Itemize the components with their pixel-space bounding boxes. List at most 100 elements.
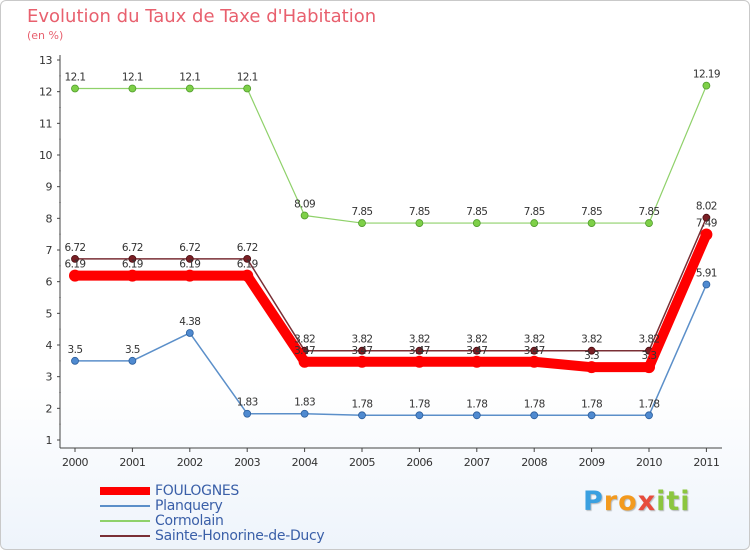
data-label-foulognes: 3.3 [642, 350, 657, 362]
y-tick-label: 12 [39, 86, 52, 99]
data-label-planquery: 1.78 [524, 398, 545, 410]
y-tick-label: 7 [46, 244, 53, 257]
data-label-sainte-honorine-de-ducy: 6.72 [237, 242, 258, 254]
x-tick-label: 2002 [177, 456, 203, 469]
data-point-sainte-honorine-de-ducy [185, 254, 194, 263]
data-label-sainte-honorine-de-ducy: 3.82 [639, 334, 660, 346]
data-label-sainte-honorine-de-ducy: 3.82 [524, 334, 545, 346]
data-label-planquery: 1.78 [466, 398, 487, 410]
x-tick-label: 2000 [62, 456, 88, 469]
data-point-foulognes [126, 269, 139, 282]
logo-letter: o [618, 486, 638, 517]
data-label-foulognes: 3.47 [352, 345, 373, 357]
data-point-cormolain [472, 219, 481, 227]
data-label-cormolain: 7.85 [639, 206, 660, 218]
data-point-planquery [530, 411, 539, 420]
proxiti-logo: Proxiti [583, 486, 691, 517]
data-point-planquery [71, 356, 79, 365]
data-point-foulognes [298, 355, 311, 368]
data-label-foulognes: 7.49 [696, 217, 717, 229]
data-point-foulognes [69, 269, 81, 282]
data-label-planquery: 4.38 [179, 316, 200, 328]
data-label-planquery: 3.5 [68, 344, 83, 356]
data-point-cormolain [530, 219, 539, 227]
data-point-planquery [300, 409, 309, 418]
data-point-planquery [472, 411, 481, 420]
data-point-cormolain [587, 219, 596, 227]
data-label-cormolain: 7.85 [466, 206, 487, 218]
data-point-planquery [185, 329, 194, 337]
x-tick-label: 2009 [579, 456, 605, 469]
data-label-planquery: 1.78 [581, 398, 602, 410]
series-line-cormolain [74, 85, 708, 224]
data-point-planquery [587, 411, 596, 420]
y-tick-label: 13 [39, 54, 52, 67]
legend-label-sainte-honorine: Sainte-Honorine-de-Ducy [155, 528, 325, 544]
data-point-foulognes [241, 269, 254, 282]
data-label-planquery: 3.5 [125, 344, 140, 356]
x-tick-label: 2001 [119, 456, 145, 469]
legend-swatch-cormolain [100, 520, 150, 522]
data-point-sainte-honorine-de-ducy [358, 346, 366, 355]
data-label-sainte-honorine-de-ducy: 3.82 [294, 334, 315, 346]
x-tick-label: 2005 [349, 456, 375, 469]
data-point-planquery [128, 356, 137, 365]
data-label-cormolain: 8.09 [294, 198, 315, 210]
data-label-foulognes: 6.19 [237, 259, 258, 271]
x-tick-label: 2011 [693, 456, 719, 469]
data-label-sainte-honorine-de-ducy: 6.72 [179, 242, 200, 254]
data-label-cormolain: 12.19 [693, 69, 720, 81]
data-point-planquery [645, 411, 653, 420]
data-point-planquery [415, 411, 424, 420]
logo-letter: P [583, 486, 604, 517]
chart-subtitle: (en %) [27, 29, 64, 42]
legend-label-planquery: Planquery [155, 498, 223, 514]
data-label-sainte-honorine-de-ducy: 8.02 [696, 201, 717, 213]
data-label-foulognes: 6.19 [179, 259, 200, 271]
data-point-sainte-honorine-de-ducy [472, 346, 481, 355]
legend-label-cormolain: Cormolain [155, 513, 224, 529]
data-label-foulognes: 3.47 [409, 345, 430, 357]
data-point-planquery [702, 280, 711, 289]
data-point-foulognes [643, 361, 655, 374]
data-point-cormolain [415, 219, 424, 227]
data-label-sainte-honorine-de-ducy: 6.72 [122, 242, 143, 254]
data-point-sainte-honorine-de-ducy [243, 254, 252, 263]
y-tick-label: 5 [46, 307, 53, 320]
data-point-cormolain [185, 84, 194, 93]
data-point-cormolain [702, 81, 711, 90]
data-label-sainte-honorine-de-ducy: 6.72 [65, 242, 86, 254]
data-point-cormolain [243, 84, 252, 93]
data-label-sainte-honorine-de-ducy: 3.82 [581, 334, 602, 346]
data-point-sainte-honorine-de-ducy [71, 254, 79, 263]
data-label-foulognes: 3.3 [584, 350, 599, 362]
data-point-cormolain [128, 84, 137, 93]
data-label-cormolain: 7.85 [524, 206, 545, 218]
data-label-foulognes: 3.47 [524, 345, 545, 357]
chart-title: Evolution du Taux de Taxe d'Habitation [27, 6, 377, 27]
data-point-foulognes [528, 355, 541, 368]
data-label-planquery: 1.83 [237, 397, 258, 409]
x-tick-label: 2010 [636, 456, 662, 469]
data-point-foulognes [356, 355, 368, 368]
data-label-planquery: 1.78 [352, 398, 373, 410]
data-label-planquery: 1.78 [409, 398, 430, 410]
y-tick-label: 10 [39, 149, 52, 162]
y-tick-label: 4 [46, 339, 53, 352]
x-tick-label: 2003 [234, 456, 260, 469]
series-line-sainte-honorine-de-ducy [74, 216, 708, 352]
x-tick-label: 2007 [464, 456, 490, 469]
series-line-planquery [74, 283, 708, 417]
data-point-foulognes [413, 355, 426, 368]
data-label-planquery: 1.83 [294, 397, 315, 409]
logo-letter: t [666, 486, 681, 517]
data-point-foulognes [183, 269, 196, 282]
data-label-cormolain: 12.1 [179, 72, 200, 84]
data-label-cormolain: 12.1 [65, 72, 86, 84]
y-tick-label: 2 [46, 402, 53, 415]
y-tick-label: 1 [46, 434, 53, 447]
data-label-sainte-honorine-de-ducy: 3.82 [466, 334, 487, 346]
logo-letter: x [637, 486, 657, 517]
data-point-sainte-honorine-de-ducy [415, 346, 424, 355]
